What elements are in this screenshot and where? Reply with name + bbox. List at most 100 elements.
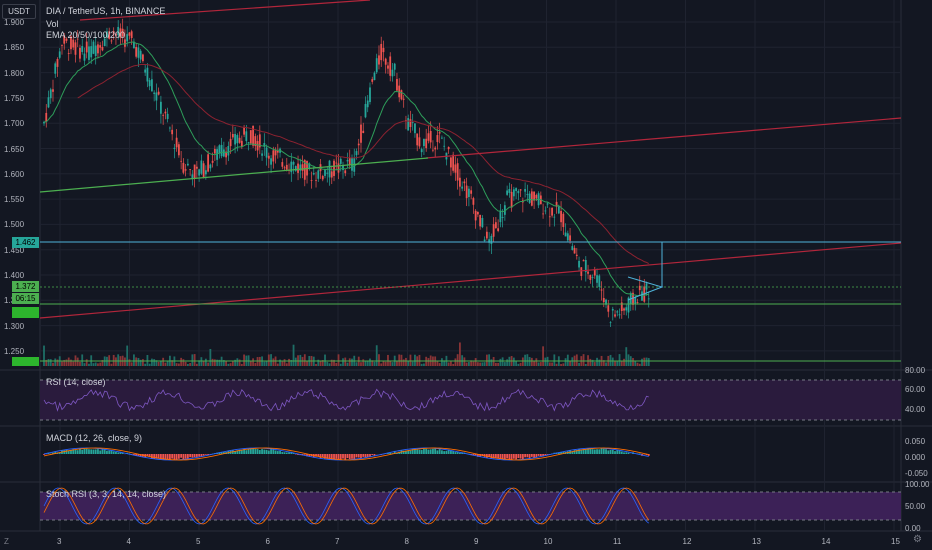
macd-histogram-bar — [333, 454, 335, 459]
macd-histogram-bar — [647, 454, 650, 456]
ema-label[interactable]: EMA 20/50/100/200 — [46, 30, 126, 40]
volume-bar — [130, 362, 133, 366]
candle-body — [236, 135, 239, 144]
volume-bar — [591, 359, 594, 366]
candle-body — [432, 149, 434, 151]
volume-bar — [389, 361, 392, 366]
volume-label[interactable]: Vol — [46, 19, 59, 29]
candle-body — [184, 169, 187, 171]
macd-histogram-bar — [605, 449, 607, 454]
candle-body — [200, 160, 203, 174]
candle-body — [598, 275, 601, 287]
time-tick: 4 — [126, 537, 131, 546]
volume-bar — [88, 363, 90, 366]
macd-histogram-bar — [276, 451, 279, 454]
candle-body — [393, 63, 396, 70]
volume-bar — [153, 359, 156, 366]
candle-body — [519, 189, 522, 191]
rsi-label[interactable]: RSI (14, close) — [46, 377, 106, 387]
volume-bar — [627, 354, 630, 366]
macd-histogram-bar — [101, 449, 104, 454]
volume-bar — [382, 360, 385, 366]
macd-histogram-bar — [207, 454, 210, 456]
macd-histogram-bar — [171, 454, 174, 459]
candle-body — [335, 162, 338, 164]
macd-histogram-bar — [137, 454, 140, 457]
volume-bar — [468, 362, 470, 366]
macd-histogram-bar — [297, 454, 299, 455]
candle-body — [492, 224, 495, 237]
candle-body — [231, 134, 234, 138]
macd-histogram-bar — [151, 454, 153, 459]
volume-bar — [276, 363, 279, 366]
candle-body — [315, 180, 317, 181]
volume-bar — [551, 362, 553, 366]
macd-histogram-bar — [81, 449, 84, 454]
candle-body — [81, 46, 84, 52]
corner-badge[interactable]: Z — [4, 537, 9, 546]
volume-bar — [427, 358, 430, 366]
candle-body — [189, 168, 192, 170]
candle-body — [571, 246, 574, 250]
macd-histogram-bar — [339, 454, 342, 460]
volume-bar — [243, 354, 245, 366]
macd-histogram-bar — [479, 454, 482, 457]
candle-body — [378, 55, 380, 65]
macd-histogram-bar — [267, 450, 270, 454]
volume-bar — [256, 357, 259, 366]
volume-bar — [569, 360, 571, 366]
volume-bar — [623, 358, 625, 366]
macd-histogram-bar — [369, 454, 371, 457]
candle-body — [562, 213, 565, 228]
macd-histogram-bar — [54, 452, 57, 454]
candle-body — [371, 79, 374, 82]
candle-body — [333, 160, 335, 176]
candle-body — [420, 149, 423, 153]
candle-body — [580, 267, 583, 276]
candle-body — [142, 54, 144, 62]
macd-histogram-bar — [366, 454, 369, 458]
candle-body — [497, 228, 500, 231]
volume-bar — [211, 358, 214, 366]
macd-histogram-bar — [580, 449, 583, 454]
volume-bar — [450, 361, 452, 366]
macd-histogram-bar — [490, 454, 493, 459]
candle-body — [611, 308, 614, 311]
macd-histogram-bar — [67, 450, 70, 454]
macd-histogram-bar — [79, 449, 81, 454]
volume-bar — [115, 357, 117, 366]
volume-bar — [189, 363, 192, 366]
volume-bar — [45, 359, 48, 366]
macd-histogram-bar — [315, 454, 317, 457]
candle-body — [564, 232, 567, 237]
candle-body — [396, 78, 398, 91]
candle-body — [45, 112, 48, 122]
candle-body — [600, 289, 603, 291]
stoch-rsi-label[interactable]: Stoch RSI (3, 3, 14, 14, close) — [46, 489, 167, 499]
macd-histogram-bar — [90, 449, 93, 454]
volume-bar — [56, 359, 59, 366]
candle-body — [274, 150, 277, 156]
candle-body — [423, 138, 425, 147]
volume-bar — [139, 359, 142, 366]
settings-icon[interactable]: ⚙ — [913, 534, 922, 545]
candle-body — [171, 129, 174, 135]
candle-body — [195, 166, 198, 169]
volume-bar — [236, 358, 239, 366]
macd-histogram-bar — [234, 451, 236, 454]
volume-bar — [492, 357, 495, 366]
macd-histogram-bar — [371, 454, 374, 455]
stoch-d-line — [43, 487, 650, 525]
currency-button[interactable]: USDT — [2, 4, 36, 19]
macd-histogram-bar — [342, 454, 344, 459]
candle-body — [589, 275, 592, 280]
macd-histogram-bar — [425, 448, 428, 454]
macd-label[interactable]: MACD (12, 26, close, 9) — [46, 433, 143, 443]
macd-histogram-bar — [614, 451, 616, 454]
volume-bar — [618, 354, 621, 366]
volume-bar — [63, 359, 66, 366]
volume-bar — [375, 345, 378, 366]
volume-bar — [321, 360, 324, 366]
candle-body — [456, 163, 459, 181]
